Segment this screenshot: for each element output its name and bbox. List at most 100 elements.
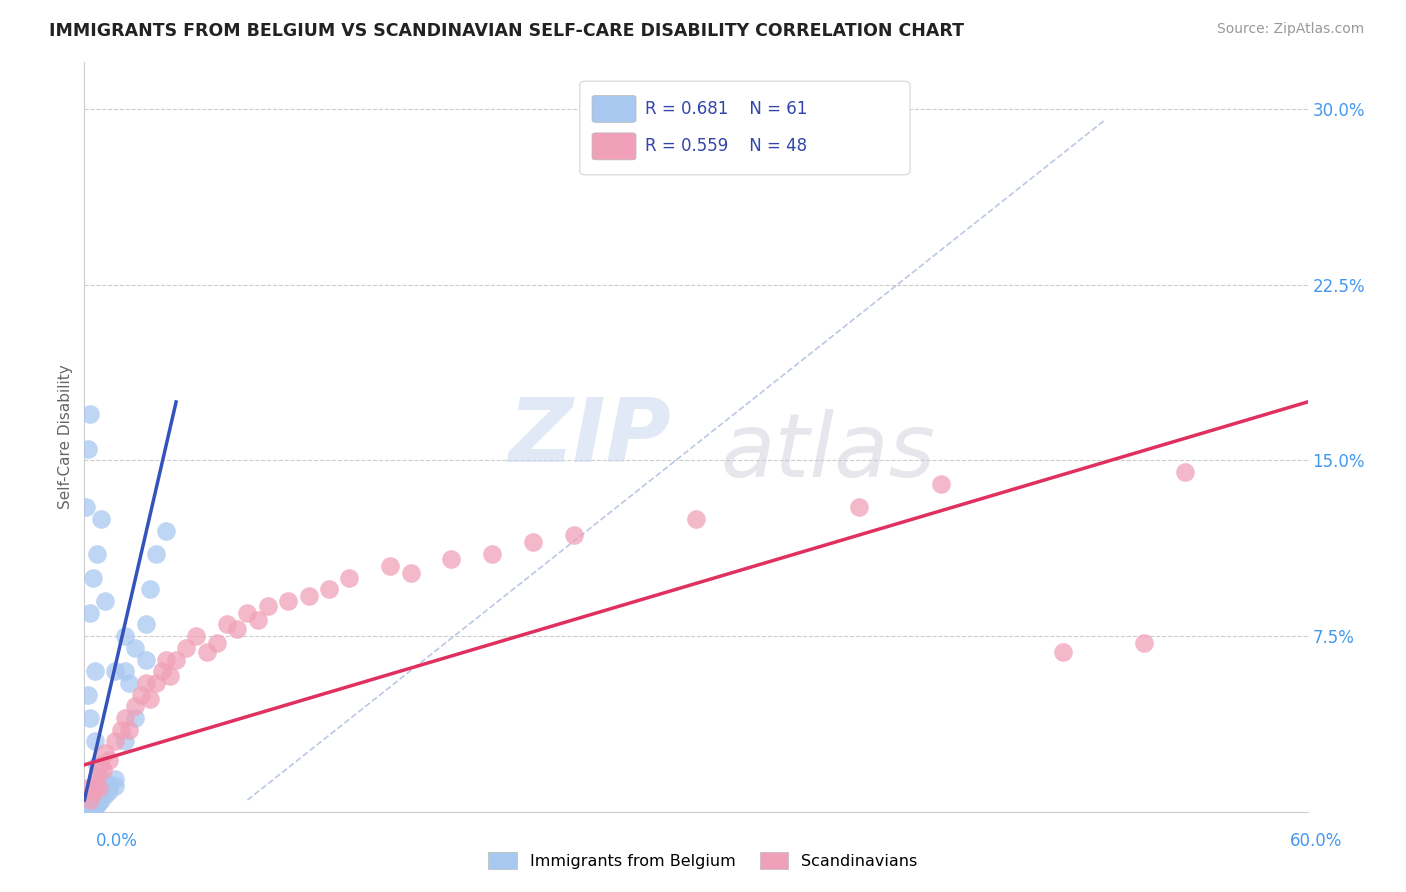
Point [138,692,160,706]
Point [79,796,101,810]
Point [87,786,110,800]
Point [79,797,101,812]
Point [131,688,153,702]
Point [124,640,146,655]
Point [90,781,112,796]
Point [1052,646,1074,660]
Point [114,629,136,643]
FancyBboxPatch shape [592,95,636,122]
Point [298,590,321,604]
Point [75,796,97,810]
Point [77,797,100,812]
Point [86,547,108,561]
Point [77,442,100,456]
Point [83,797,105,812]
Point [77,802,100,816]
Point [481,547,503,561]
Point [562,528,585,542]
Point [77,796,100,810]
Point [929,476,952,491]
Point [135,652,157,666]
Point [83,796,105,810]
Point [97,776,120,791]
Point [118,676,141,690]
Point [135,676,157,690]
Point [522,535,544,549]
Point [77,781,100,796]
Point [82,793,104,807]
Point [205,636,228,650]
Point [79,802,101,816]
Point [150,664,173,679]
Point [79,711,101,725]
Point [75,800,97,814]
Point [86,797,108,812]
Point [1174,465,1197,479]
Text: 0.0%: 0.0% [96,831,138,849]
Point [91,763,114,777]
Point [77,800,100,814]
Point [114,734,136,748]
Point [87,770,110,784]
Point [90,789,112,803]
Point [124,699,146,714]
Point [685,512,707,526]
Point [93,789,115,803]
Point [114,664,136,679]
Point [104,772,127,786]
Y-axis label: Self-Care Disability: Self-Care Disability [58,365,73,509]
Point [87,790,110,805]
Point [79,800,101,814]
Point [83,800,105,814]
Point [138,582,160,597]
Point [217,617,239,632]
Point [90,793,112,807]
Point [124,711,146,725]
Point [135,617,157,632]
Point [83,790,105,805]
Point [83,776,105,791]
Point [246,613,269,627]
Point [174,640,197,655]
Point [380,558,402,573]
Point [257,599,280,613]
Point [236,606,259,620]
Point [277,594,299,608]
FancyBboxPatch shape [579,81,910,175]
Point [195,646,218,660]
Legend: Immigrants from Belgium, Scandinavians: Immigrants from Belgium, Scandinavians [482,846,924,875]
Point [86,789,108,803]
Point [77,688,100,702]
Point [339,571,361,585]
Point [186,629,208,643]
Text: R = 0.681    N = 61: R = 0.681 N = 61 [644,100,807,118]
Point [82,797,104,812]
Point [118,723,141,737]
Point [79,407,101,421]
Point [82,571,104,585]
Point [83,734,105,748]
Point [114,711,136,725]
Point [82,802,104,816]
Point [75,500,97,515]
Point [87,796,110,810]
Text: R = 0.559    N = 48: R = 0.559 N = 48 [644,137,807,155]
Point [440,551,463,566]
Point [86,793,108,807]
Text: IMMIGRANTS FROM BELGIUM VS SCANDINAVIAN SELF-CARE DISABILITY CORRELATION CHART: IMMIGRANTS FROM BELGIUM VS SCANDINAVIAN … [49,22,965,40]
Point [83,664,105,679]
Text: 60.0%: 60.0% [1291,831,1343,849]
Point [82,800,104,814]
Point [145,547,167,561]
Point [104,734,127,748]
Point [93,746,115,760]
Point [87,781,110,796]
Point [104,664,127,679]
Point [93,781,115,796]
Point [1133,636,1156,650]
Point [79,606,101,620]
Point [165,652,187,666]
Text: atlas: atlas [720,409,935,495]
Point [82,786,104,800]
Point [110,723,132,737]
